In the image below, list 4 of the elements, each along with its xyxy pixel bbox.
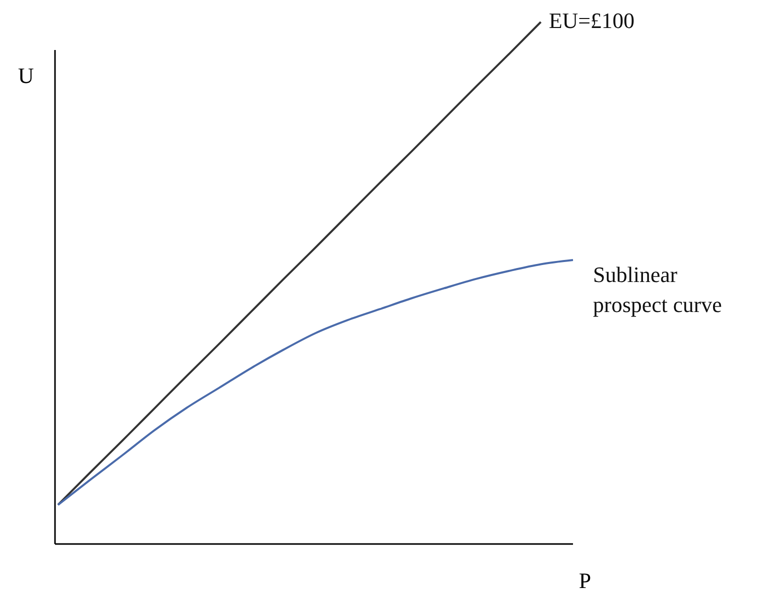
- series-label: Sublinear prospect curve: [593, 262, 722, 318]
- x-axis-title: P: [578, 568, 592, 589]
- series-label: EU=£100: [548, 8, 635, 33]
- y-axis-title: U: [18, 63, 34, 88]
